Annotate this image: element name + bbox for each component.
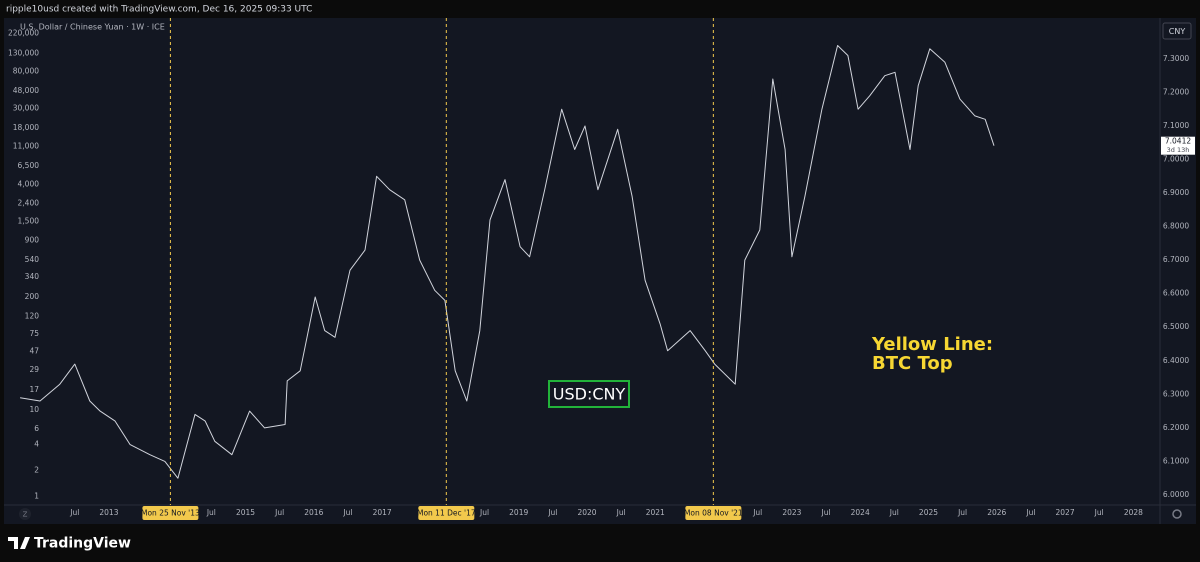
y-tick-label: 1,500 [18,216,40,225]
x-tick-label: 2020 [577,508,596,517]
x-tick-label: Jul [957,508,967,517]
y2-tick-label: 6.5000 [1163,322,1189,331]
x-tick-label: Jul [752,508,762,517]
y2-tick-label: 6.7000 [1163,255,1189,264]
x-tick-label: Jul [616,508,626,517]
y-tick-label: 30,000 [13,104,39,113]
event-date-label: Mon 08 Nov '21 [684,509,743,518]
event-date-box [685,506,742,520]
y-tick-label: 75 [29,329,39,338]
plot: 220,000130,00080,00048,00030,00018,00011… [8,18,1195,520]
x-tick-label: 2023 [782,508,801,517]
logo-icon [8,537,30,549]
y2-tick-label: 6.3000 [1163,389,1189,398]
y-tick-label: 4,000 [18,179,40,188]
y2-tick-label: 6.6000 [1163,289,1189,298]
y-tick-label: 540 [25,255,40,264]
x-tick-label: 2013 [99,508,118,517]
y-tick-label: 900 [25,236,40,245]
x-tick-label: 2015 [236,508,255,517]
y-tick-label: 6 [34,424,39,433]
y2-tick-label: 6.9000 [1163,188,1189,197]
logo-text: TradingView [34,536,131,552]
scale-button[interactable]: Z [23,511,28,519]
y-tick-label: 340 [25,272,40,281]
x-tick-label: Jul [342,508,352,517]
x-tick-label: Jul [206,508,216,517]
currency-label: CNY [1169,27,1186,36]
y-tick-label: 120 [25,311,40,320]
x-tick-label: Jul [274,508,284,517]
x-tick-label: Jul [1094,508,1104,517]
y-tick-label: 11,000 [13,141,39,150]
last-price-label: 7.0412 [1165,137,1191,146]
header-text: ripple10usd created with TradingView.com… [6,5,312,15]
y-tick-label: 6,500 [18,161,40,170]
y2-tick-label: 7.3000 [1163,54,1189,63]
price-line [20,45,995,479]
x-tick-label: Jul [1025,508,1035,517]
y2-tick-label: 6.1000 [1163,456,1189,465]
y-tick-label: 29 [29,365,39,374]
settings-icon[interactable] [1172,509,1182,519]
y2-tick-label: 6.4000 [1163,356,1189,365]
y-tick-label: 17 [29,385,39,394]
x-tick-label: 2028 [1124,508,1143,517]
x-tick-label: Jul [69,508,79,517]
x-tick-label: 2017 [373,508,392,517]
event-date-box [418,506,475,520]
x-tick-label: Jul [889,508,899,517]
x-tick-label: 2025 [919,508,938,517]
y-tick-label: 47 [29,347,39,356]
y-tick-label: 200 [25,292,40,301]
x-tick-label: 2021 [646,508,665,517]
y-tick-label: 1 [34,492,39,501]
y2-tick-label: 6.0000 [1163,490,1189,499]
symbol-title: U.S. Dollar / Chinese Yuan · 1W · ICE [20,23,165,32]
annotation-line-2: BTC Top [872,353,953,374]
event-date-label: Mon 25 Nov '13 [141,509,200,518]
countdown-label: 3d 13h [1167,146,1190,154]
y2-tick-label: 6.2000 [1163,423,1189,432]
y-tick-label: 10 [29,405,39,414]
event-date-box [142,506,199,520]
y2-tick-label: 6.8000 [1163,222,1189,231]
y2-tick-label: 7.0000 [1163,155,1189,164]
x-tick-label: 2027 [1056,508,1075,517]
annotation-line-1: Yellow Line: [871,334,993,355]
last-price-box [1161,136,1195,155]
y2-tick-label: 7.1000 [1163,121,1189,130]
x-tick-label: Jul [479,508,489,517]
currency-box [1162,22,1192,40]
x-tick-label: 2016 [304,508,323,517]
x-tick-label: Jul [821,508,831,517]
y-tick-label: 2,400 [18,199,40,208]
y-tick-label: 18,000 [13,123,39,132]
y-tick-label: 130,000 [8,48,39,57]
y-tick-label: 48,000 [13,86,39,95]
x-tick-label: Jul [547,508,557,517]
y-tick-label: 220,000 [8,29,39,38]
x-tick-label: 2024 [851,508,870,517]
y-tick-label: 2 [34,466,39,475]
y-tick-label: 4 [34,439,39,448]
scale-button-bg[interactable] [19,508,31,520]
chart-panel [4,18,1196,524]
event-date-label: Mon 11 Dec '17 [417,509,476,518]
y-tick-label: 80,000 [13,67,39,76]
x-tick-label: 2019 [509,508,528,517]
footer-logo: TradingView [8,536,131,552]
boxed-label-frame [548,380,630,408]
boxed-label: USD:CNY [553,385,626,404]
x-tick-label: 2026 [987,508,1006,517]
y2-tick-label: 7.2000 [1163,87,1189,96]
